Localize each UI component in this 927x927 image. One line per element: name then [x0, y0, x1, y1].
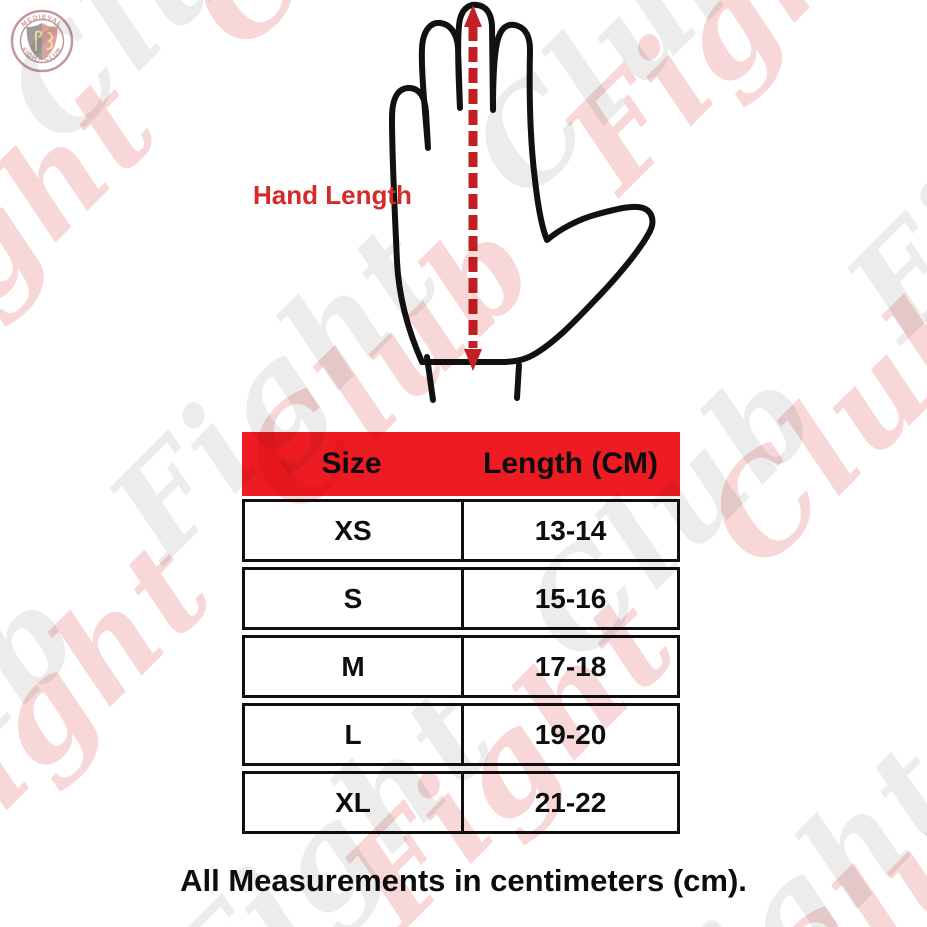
cell-length: 15-16 [534, 582, 607, 614]
logo-monogram-left [35, 30, 43, 51]
cell-length: 21-22 [534, 786, 607, 818]
table-row-xs: XS 13-14 [242, 499, 680, 562]
wrist-line-left [424, 354, 436, 403]
table-row-s: S 15-16 [242, 567, 680, 630]
arrow-head-top [464, 5, 482, 27]
logo-monogram-right [46, 32, 53, 50]
medieval-fight-club-logo: MEDIEVAL FIGHT CLUB [10, 9, 74, 73]
hand-outline [389, 1, 656, 365]
cell-size: XL [245, 774, 464, 831]
arrow-head-bottom [464, 349, 482, 371]
cell-length: 13-14 [534, 514, 607, 546]
size-table: Size Length (CM) XS 13-14 S 15-16 M 17-1… [242, 432, 680, 834]
cell-size: S [245, 570, 464, 627]
cell-size: M [245, 638, 464, 695]
cell-size: L [245, 706, 464, 763]
logo-outer-ring [10, 9, 74, 73]
logo-inner-ring [19, 18, 65, 64]
measurement-note: All Measurements in centimeters (cm). [180, 863, 747, 898]
cell-length: 19-20 [534, 718, 607, 750]
table-row-l: L 19-20 [242, 703, 680, 766]
hand-diagram [389, 1, 656, 403]
table-body: XS 13-14 S 15-16 M 17-18 L 19-20 XL 21-2… [242, 499, 680, 834]
cell-length: 17-18 [534, 650, 607, 682]
hand-length-label: Hand Length [253, 180, 412, 210]
table-row-xl: XL 21-22 [242, 771, 680, 834]
header-size: Size [321, 447, 382, 480]
table-row-m: M 17-18 [242, 635, 680, 698]
logo-shield-left [26, 23, 42, 61]
logo-shield-right [42, 23, 58, 61]
cell-size: XS [245, 502, 464, 559]
header-length: Length (CM) [483, 447, 658, 480]
table-header: Size Length (CM) [242, 432, 680, 496]
wrist-line-right [514, 362, 522, 401]
